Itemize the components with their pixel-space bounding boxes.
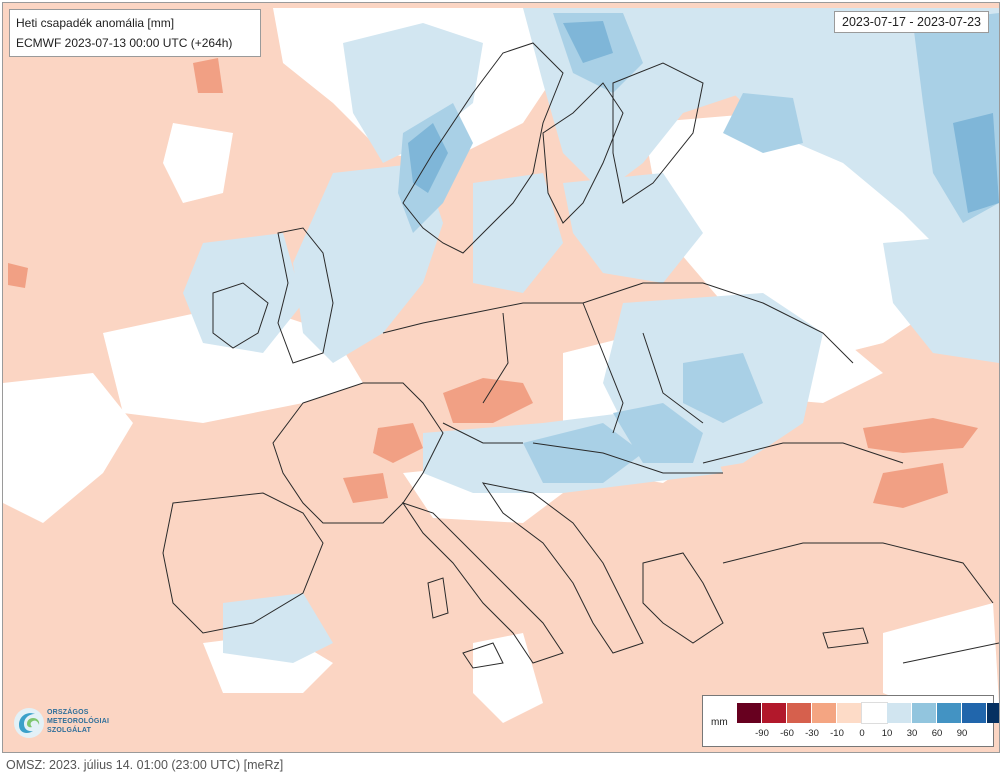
logo-text-line-3: SZOLGÁLAT bbox=[47, 727, 92, 734]
color-legend: mm -90 -60 -30 -10 0 10 30 60 90 bbox=[702, 695, 999, 747]
legend-color-cell bbox=[887, 703, 912, 723]
map-title-box: Heti csapadék anomália [mm] ECMWF 2023-0… bbox=[9, 9, 261, 57]
legend-tick-label: 0 bbox=[859, 728, 865, 739]
legend-color-cell bbox=[861, 702, 888, 724]
legend-tick-label: -10 bbox=[830, 728, 844, 739]
legend-color-cell bbox=[837, 703, 862, 723]
legend-color-cell bbox=[987, 703, 999, 723]
legend-tick-label: 60 bbox=[931, 728, 943, 739]
legend-tick-label: -60 bbox=[780, 728, 794, 739]
legend-color-cell bbox=[912, 703, 937, 723]
precipitation-anomaly-map bbox=[3, 3, 999, 752]
omsz-logo: ORSZÁGOS METEOROLÓGIAI SZOLGÁLAT bbox=[11, 704, 133, 748]
legend-color-cell bbox=[812, 703, 837, 723]
logo-text-line-1: ORSZÁGOS bbox=[47, 709, 89, 716]
model-run-info: ECMWF 2023-07-13 00:00 UTC (+264h) bbox=[16, 36, 233, 50]
legend-color-cell bbox=[787, 703, 812, 723]
legend-tick-label: -90 bbox=[755, 728, 769, 739]
legend-color-cell bbox=[962, 703, 987, 723]
coastlines-borders bbox=[162, 42, 999, 669]
legend-color-cell bbox=[937, 703, 962, 723]
strong-positive-anomaly bbox=[8, 58, 978, 508]
logo-text-line-2: METEOROLÓGIAI bbox=[47, 718, 110, 725]
legend-tick-label: -30 bbox=[805, 728, 819, 739]
legend-tick-label: 90 bbox=[956, 728, 968, 739]
footer-credit: OMSZ: 2023. július 14. 01:00 (23:00 UTC)… bbox=[6, 758, 284, 772]
legend-unit: mm bbox=[711, 717, 728, 728]
legend-tick-label: 10 bbox=[881, 728, 893, 739]
map-title: Heti csapadék anomália [mm] bbox=[16, 16, 175, 30]
omsz-logo-mark bbox=[14, 708, 44, 738]
legend-color-cell bbox=[737, 703, 762, 723]
legend-tick-label: 30 bbox=[906, 728, 918, 739]
negative-anomaly-dark bbox=[408, 21, 999, 213]
legend-color-cell bbox=[762, 703, 787, 723]
negative-anomaly-light bbox=[183, 8, 999, 663]
date-range-label: 2023-07-17 - 2023-07-23 bbox=[834, 11, 989, 33]
map-frame: Heti csapadék anomália [mm] ECMWF 2023-0… bbox=[2, 2, 1000, 753]
